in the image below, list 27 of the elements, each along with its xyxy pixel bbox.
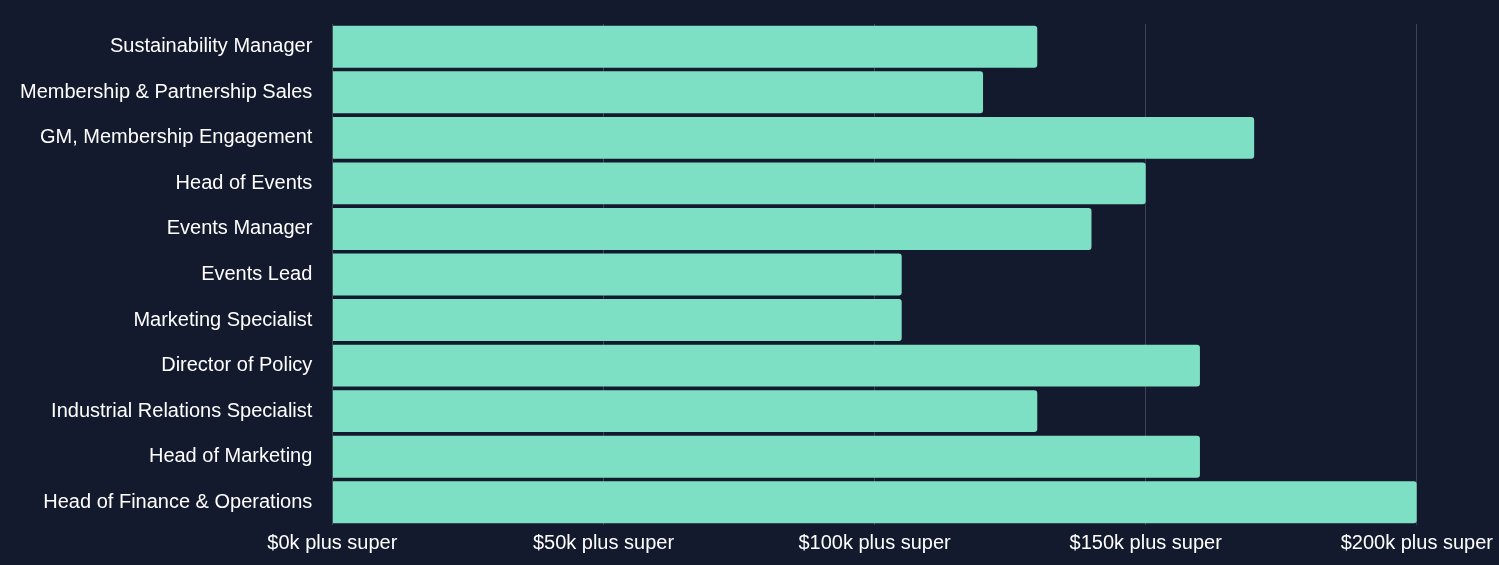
x-tick-label: $150k plus super	[1069, 530, 1223, 553]
y-tick-label: GM, Membership Engagement	[40, 125, 313, 148]
bar	[332, 435, 1200, 478]
y-tick-label: Head of Finance & Operations	[43, 489, 313, 512]
bar	[332, 116, 1255, 159]
x-tick-label: $200k plus super	[1340, 530, 1494, 553]
bar	[332, 299, 902, 341]
bar	[332, 208, 1092, 250]
y-tick-label: Sustainability Manager	[110, 34, 313, 57]
bar	[332, 390, 1038, 433]
x-tick-label: $100k plus super	[798, 530, 952, 553]
bar	[332, 162, 1146, 205]
y-tick-label: Marketing Specialist	[133, 307, 313, 330]
x-tick-label: $0k plus super	[267, 530, 398, 553]
y-tick-label: Industrial Relations Specialist	[51, 398, 313, 421]
bar	[332, 481, 1417, 524]
bar	[332, 25, 1038, 68]
y-tick-label: Head of Events	[175, 170, 313, 193]
y-tick-label: Director of Policy	[161, 353, 313, 376]
y-tick-label: Events Manager	[166, 216, 313, 239]
y-tick-label: Membership & Partnership Sales	[19, 79, 313, 102]
y-tick-label: Events Lead	[201, 262, 313, 285]
x-tick-label: $50k plus super	[532, 530, 675, 553]
bar	[332, 253, 902, 296]
bar	[332, 71, 984, 114]
y-tick-label: Head of Marketing	[148, 444, 313, 467]
bar	[332, 344, 1200, 387]
